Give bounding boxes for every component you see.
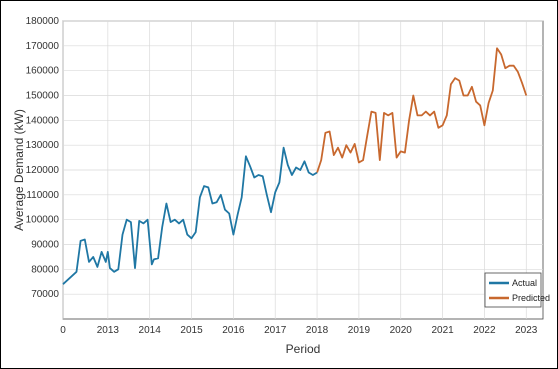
y-tick-label: 80000: [31, 264, 59, 275]
legend: Actual Predicted: [484, 272, 550, 308]
series-layer: [62, 47, 528, 285]
y-tick-label: 100000: [26, 215, 60, 226]
series-line-predicted: [316, 47, 528, 173]
x-axis-label: Period: [286, 342, 321, 356]
x-tick-label: 2021: [431, 325, 454, 336]
y-tick-label: 140000: [26, 115, 60, 126]
y-tick-label: 160000: [26, 66, 60, 77]
x-tick-label: 2020: [390, 325, 413, 336]
y-tick-label: 70000: [31, 289, 59, 300]
x-tick-label: 2013: [97, 325, 120, 336]
y-tick-label: 90000: [31, 240, 59, 251]
x-tick-label: 2014: [139, 325, 162, 336]
x-tick-label: 2016: [222, 325, 245, 336]
y-tick-label: 110000: [26, 190, 59, 201]
x-tick-label: 0: [60, 325, 66, 336]
x-axis-ticks: 0 2013 2014 2015 2016 2017 2018 2019 2020 2021 202…: [60, 325, 538, 336]
x-tick-label: 2023: [515, 325, 538, 336]
y-axis-ticks: 70000 80000 90000 100000 110000 120000 130000 1…: [26, 16, 60, 300]
x-tick-label: 2015: [180, 325, 203, 336]
x-tick-label: 2019: [348, 325, 371, 336]
x-tick-label: 2018: [306, 325, 329, 336]
y-tick-label: 120000: [26, 165, 60, 176]
x-tick-label: 2017: [264, 325, 287, 336]
legend-box: [484, 272, 542, 308]
legend-predicted-label: Predicted: [512, 293, 550, 303]
series-line-actual: [62, 146, 318, 285]
y-tick-label: 170000: [26, 41, 60, 52]
y-tick-label: 150000: [26, 91, 60, 102]
legend-actual-label: Actual: [512, 278, 537, 288]
y-tick-label: 180000: [26, 16, 60, 27]
y-tick-label: 130000: [26, 140, 60, 151]
y-axis-label: Average Demand (kW): [12, 109, 26, 231]
x-tick-label: 2022: [473, 325, 496, 336]
